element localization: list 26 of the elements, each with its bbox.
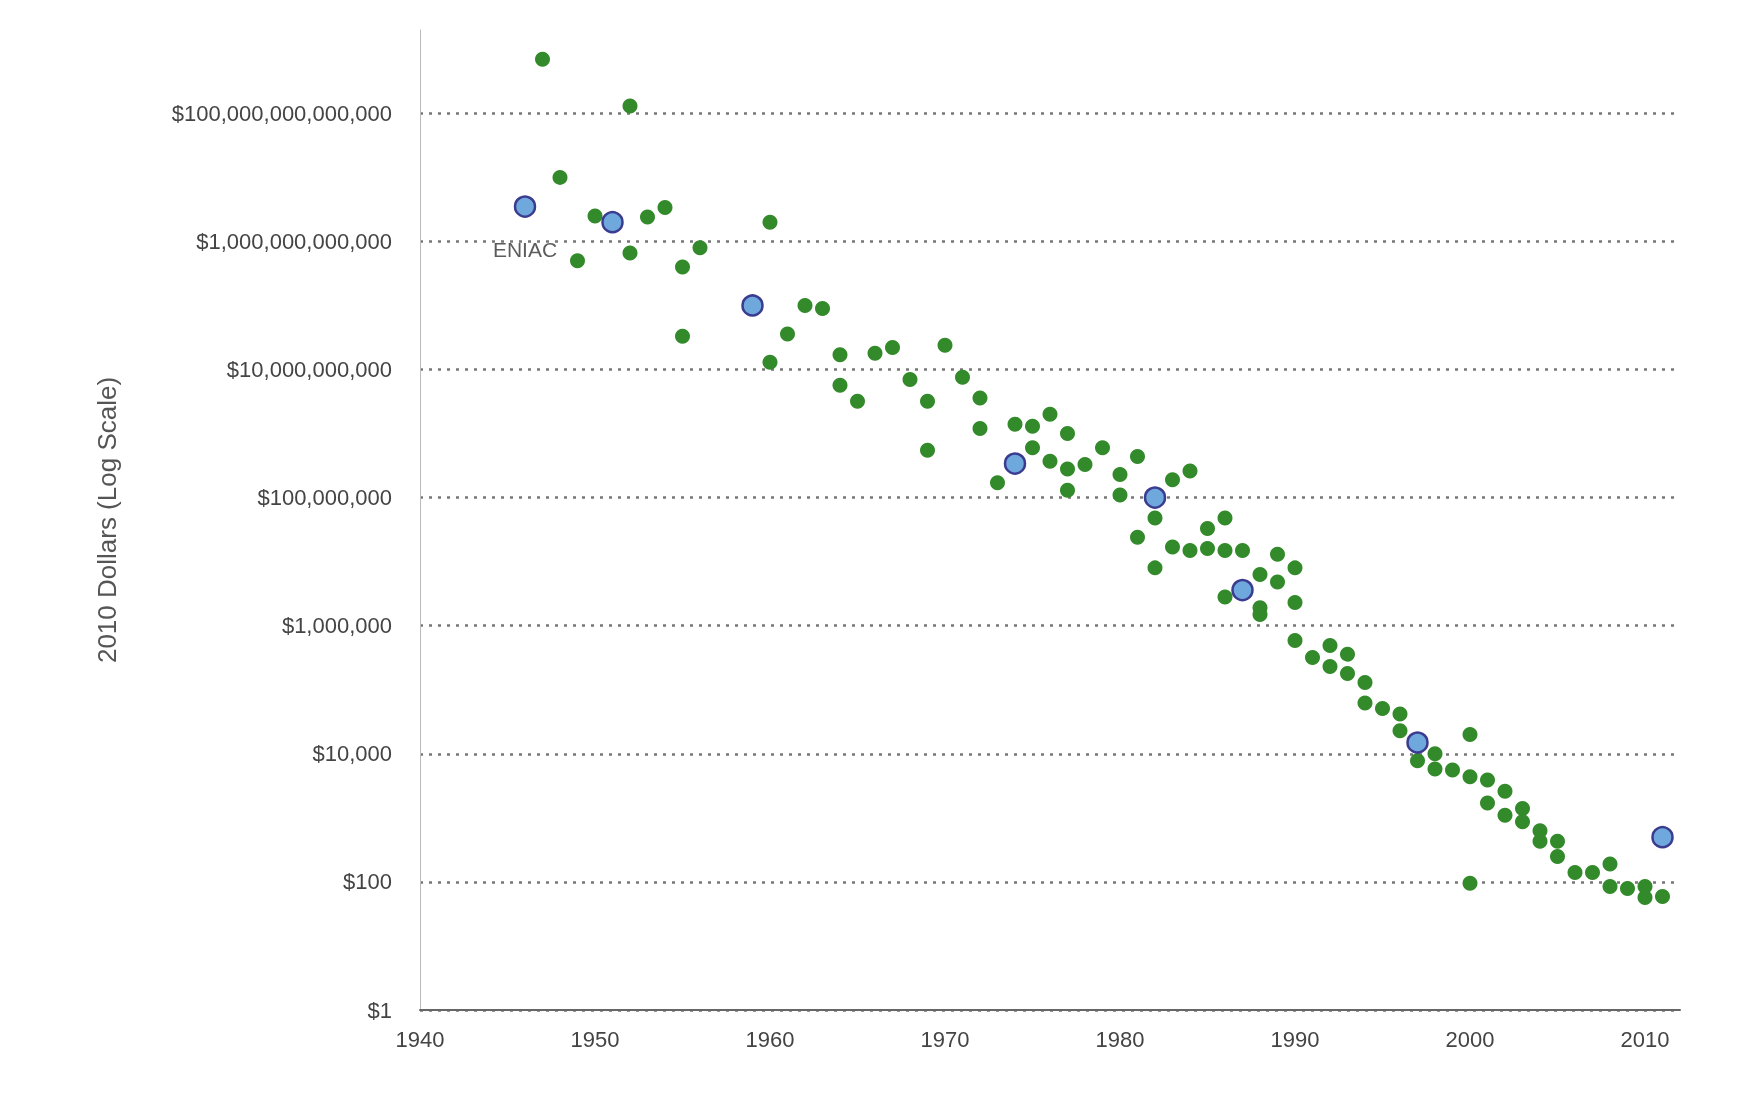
point [1003,452,1027,475]
point [1231,578,1254,602]
y-tick-label: $1,000,000 [281,613,392,639]
point [741,294,764,317]
y-axis-title: 2010 Dollars (Log Scale) [92,376,122,664]
x-tick-label: 1990 [1270,1026,1320,1052]
point [1651,825,1674,849]
y-tick-label: $10,000 [312,741,392,767]
x-tick-label: 1960 [745,1026,795,1052]
y-tick-label: $1 [367,997,392,1023]
x-tick-label: 1980 [1095,1026,1145,1052]
y-tick-label: $10,000,000,000 [226,357,392,383]
x-tick-label: 1950 [570,1026,620,1052]
annotation: ENIAC [492,237,558,261]
x-tick-label: 2000 [1445,1026,1495,1052]
y-tick-label: $100,000,000,000,000 [171,100,392,126]
y-tick-label: $100 [343,869,392,895]
y-tick-label: $1,000,000,000,000 [196,228,392,254]
point [601,210,624,234]
point [1406,731,1429,754]
y-tick-label: $100,000,000 [257,485,392,511]
x-tick-label: 1970 [920,1026,970,1052]
x-tick-label: 2010 [1620,1026,1670,1052]
point [1143,486,1167,509]
point [513,195,537,218]
x-tick-label: 1940 [395,1026,445,1052]
